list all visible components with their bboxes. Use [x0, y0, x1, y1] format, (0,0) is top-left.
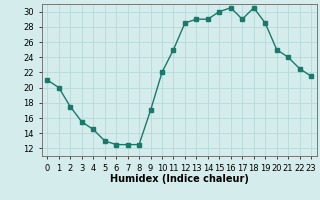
X-axis label: Humidex (Indice chaleur): Humidex (Indice chaleur): [110, 174, 249, 184]
